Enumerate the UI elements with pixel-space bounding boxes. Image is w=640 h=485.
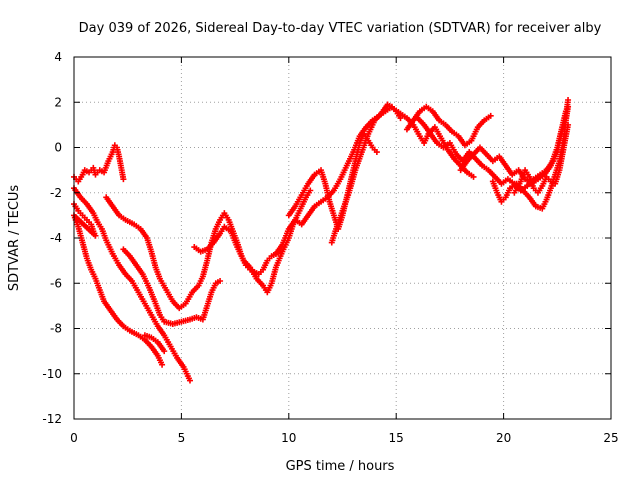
- data-point: [159, 361, 166, 368]
- y-tick-label: -12: [42, 412, 62, 426]
- y-tick-label: -10: [42, 367, 62, 381]
- x-tick-label: 5: [178, 431, 186, 445]
- y-tick-label: -8: [50, 322, 62, 336]
- y-tick-label: 2: [54, 95, 62, 109]
- data-point: [565, 121, 572, 128]
- x-axis-label: GPS time / hours: [286, 459, 395, 474]
- y-axis-label: SDTVAR / TECUs: [7, 185, 22, 292]
- x-tick-label: 25: [603, 431, 618, 445]
- y-tick-label: -2: [50, 186, 62, 200]
- data-point: [487, 112, 494, 119]
- data-point: [161, 348, 168, 355]
- x-tick-label: 10: [281, 431, 296, 445]
- series-markers: [71, 96, 572, 384]
- y-tick-label: -6: [50, 276, 62, 290]
- y-tick-label: -4: [50, 231, 62, 245]
- data-point: [217, 277, 224, 284]
- x-tick-label: 15: [389, 431, 404, 445]
- data-point: [373, 149, 380, 156]
- data-point: [565, 103, 572, 110]
- y-tick-label: 0: [54, 141, 62, 155]
- data-point: [186, 377, 193, 384]
- y-tick-label: 4: [54, 50, 62, 64]
- data-markers: [71, 96, 572, 384]
- x-tick-label: 0: [70, 431, 78, 445]
- data-point: [120, 176, 127, 183]
- chart-title: Day 039 of 2026, Sidereal Day-to-day VTE…: [79, 21, 602, 36]
- data-point: [565, 96, 572, 103]
- x-tick-label: 20: [496, 431, 511, 445]
- data-point: [307, 187, 314, 194]
- data-point: [470, 173, 477, 180]
